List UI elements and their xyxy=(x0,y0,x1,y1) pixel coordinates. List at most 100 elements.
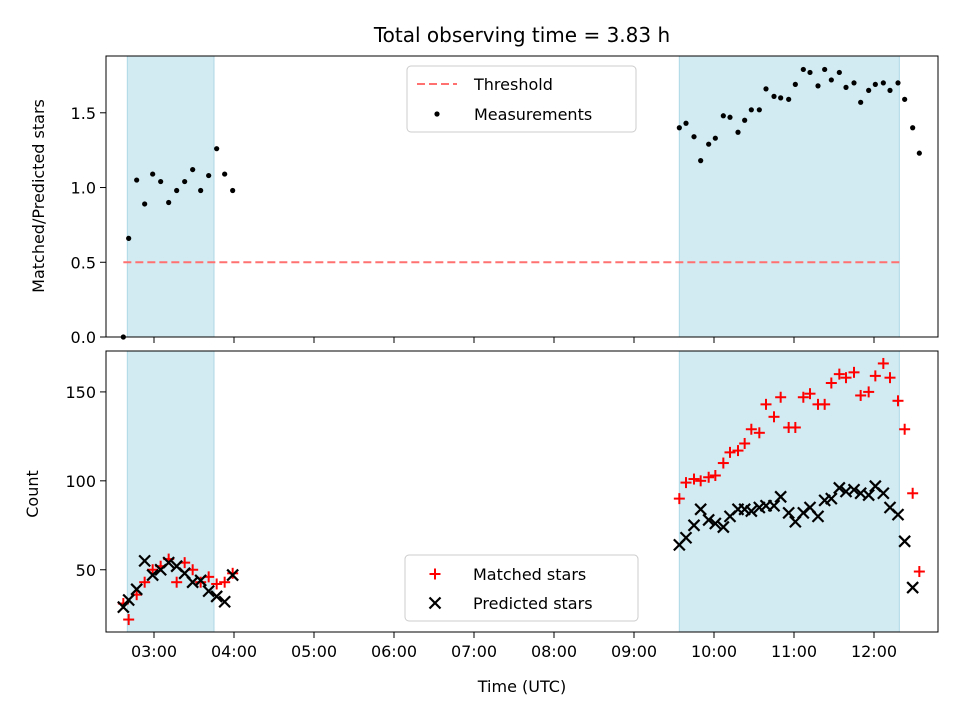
measurement-point xyxy=(756,107,762,113)
matched-star-point xyxy=(195,576,207,588)
matched-star-point xyxy=(855,389,867,401)
measurement-point xyxy=(706,141,712,147)
predicted-star-point xyxy=(702,513,715,527)
bottom-panel: 50 100 150 03:00 04:00 05:00 06:00 07:00 08:00 09… xyxy=(65,350,939,661)
bottom-axes-frame xyxy=(105,350,939,633)
matched-star-point xyxy=(819,398,831,410)
matched-star-point xyxy=(848,366,860,378)
legend-measurements-label: Measurements xyxy=(474,105,592,124)
matched-star-point xyxy=(797,391,809,403)
matched-star-point xyxy=(709,469,721,481)
predicted-star-point xyxy=(687,519,701,532)
measurement-point xyxy=(222,171,228,177)
top-y-tick-label: 1.5 xyxy=(71,104,96,123)
matched-star-point xyxy=(724,446,736,458)
predicted-star-point-b xyxy=(178,567,191,580)
predicted-star-point-b xyxy=(825,492,838,505)
predicted-star-point-b xyxy=(702,513,715,527)
predicted-star-point-b xyxy=(138,554,151,568)
predicted-star-point xyxy=(782,506,795,520)
predicted-star-point-b xyxy=(906,581,919,594)
measurement-point xyxy=(800,66,806,73)
predicted-star-point xyxy=(877,487,890,500)
predicted-star-point-b xyxy=(877,487,890,500)
predicted-star-point-b xyxy=(869,479,882,493)
matched-star-point xyxy=(695,475,707,487)
measurement-point xyxy=(763,86,769,92)
predicted-star-point-b xyxy=(162,556,175,569)
legend-measurements-swatch xyxy=(434,111,440,117)
predicted-star-point xyxy=(218,595,231,609)
predicted-star-point xyxy=(138,554,151,568)
matched-star-point xyxy=(863,386,875,398)
predicted-star-point xyxy=(906,581,919,594)
predicted-star-point-b xyxy=(839,485,853,498)
measurement-point xyxy=(676,125,682,131)
predicted-star-point-b xyxy=(709,517,722,530)
predicted-star-point xyxy=(774,490,787,504)
predicted-star-point xyxy=(226,568,239,582)
predicted-star-point xyxy=(202,584,215,598)
predicted-star-point-b xyxy=(170,559,183,573)
x-tick-label: 04:00 xyxy=(211,642,257,661)
x-tick-label: 05:00 xyxy=(291,642,337,661)
matched-star-point xyxy=(907,487,919,499)
measurement-point xyxy=(822,66,828,73)
top-y-tick-label: 0.0 xyxy=(71,328,96,347)
predicted-star-point xyxy=(694,503,707,516)
measurement-point xyxy=(916,150,922,156)
matched-star-point xyxy=(869,370,881,382)
predicted-star-point xyxy=(767,499,781,513)
predicted-star-point-b xyxy=(898,535,911,548)
predicted-star-point-b xyxy=(122,593,135,607)
predicted-star-point-b xyxy=(226,568,239,582)
predicted-star-point-b xyxy=(847,483,861,496)
predicted-star-point-b xyxy=(210,590,223,603)
predicted-star-point-b xyxy=(803,501,817,514)
predicted-star-point xyxy=(146,568,159,582)
matched-star-point xyxy=(171,576,183,588)
measurement-point xyxy=(683,120,689,126)
matched-star-point xyxy=(739,437,751,449)
measurement-point xyxy=(126,235,132,241)
matched-star-point xyxy=(703,471,715,483)
measurement-point xyxy=(720,113,726,119)
predicted-star-point-b xyxy=(767,499,781,513)
measurement-point xyxy=(174,187,180,194)
measurement-point xyxy=(182,178,188,185)
bottom-observing-span xyxy=(126,350,215,633)
measurement-point xyxy=(158,178,164,185)
predicted-star-point-b xyxy=(146,568,159,582)
matched-star-point xyxy=(899,423,911,435)
predicted-star-point xyxy=(898,535,911,548)
matched-star-point xyxy=(680,477,692,489)
predicted-star-point-b xyxy=(186,575,199,589)
x-tick-label: 09:00 xyxy=(611,642,657,661)
measurement-point xyxy=(792,81,798,87)
legend-threshold-label: Threshold xyxy=(473,75,553,94)
top-legend-box xyxy=(406,65,637,133)
measurement-point xyxy=(742,117,748,123)
matched-star-point xyxy=(760,398,772,410)
bottom-y-axis-label: Count xyxy=(23,470,42,518)
measurement-point xyxy=(836,69,842,76)
predicted-star-point-b xyxy=(782,506,795,520)
measurement-point xyxy=(778,95,784,101)
top-legend: Threshold Measurements xyxy=(406,65,637,133)
predicted-star-point xyxy=(117,600,130,614)
predicted-star-point xyxy=(862,488,875,502)
matched-star-point xyxy=(892,395,904,407)
matched-star-point xyxy=(673,493,685,505)
matched-star-point xyxy=(775,391,787,403)
measurement-point xyxy=(712,135,718,141)
predicted-star-point-b xyxy=(811,510,825,523)
matched-star-point xyxy=(227,567,239,579)
matched-star-point xyxy=(877,357,889,369)
matched-star-point xyxy=(211,578,223,590)
predicted-star-point xyxy=(679,531,693,545)
predicted-star-point-b xyxy=(202,584,215,598)
bottom-legend-box xyxy=(404,554,639,622)
matched-star-point xyxy=(768,411,780,423)
matched-star-point xyxy=(833,368,845,380)
matched-star-point xyxy=(219,576,231,588)
